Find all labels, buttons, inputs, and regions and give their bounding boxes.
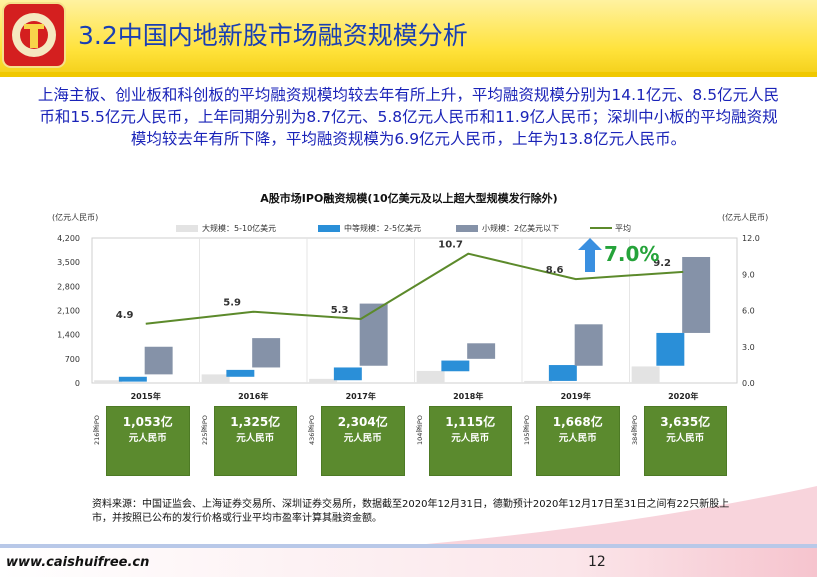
total-tile: 1,053亿 元人民币	[106, 406, 190, 476]
intro-paragraph: 上海主板、创业板和科创板的平均融资规模均较去年有所上升，平均融资规模分别为14.…	[37, 86, 780, 148]
total-unit: 元人民币	[666, 433, 705, 444]
bar-medium	[226, 369, 255, 377]
bar-small	[574, 324, 603, 366]
website-link[interactable]: www.caishuifree.cn	[6, 555, 150, 570]
source-note: 资料来源：中国证监会、上海证券交易所、深圳证券交易所，数据截至2020年12月3…	[92, 499, 730, 524]
legend-label: 大规模：5-10亿美元	[202, 223, 276, 233]
bar-small	[144, 346, 173, 375]
logo-icon	[2, 2, 66, 68]
left-tick-label: 2,100	[57, 307, 80, 316]
total-value: 1,325亿	[230, 415, 281, 429]
ipo-count-label: 384家IPO	[630, 415, 639, 445]
growth-arrow-icon	[578, 238, 602, 272]
average-value-label: 10.7	[438, 240, 463, 251]
decorative-swoosh	[380, 486, 817, 548]
bar-large	[631, 366, 660, 383]
bar-medium	[548, 365, 577, 381]
total-tile: 2,304亿 元人民币	[321, 406, 405, 476]
category-label: 2015年	[131, 391, 161, 401]
total-tile: 1,115亿 元人民币	[428, 406, 512, 476]
left-tick-label: 2,800	[57, 282, 80, 291]
right-tick-label: 0.0	[742, 379, 755, 388]
total-tile: 1,325亿 元人民币	[213, 406, 297, 476]
total-value: 1,115亿	[445, 415, 496, 429]
page-number: 12	[588, 554, 606, 570]
category-label: 2020年	[668, 391, 698, 401]
ipo-count-label: 216家IPO	[93, 415, 101, 445]
category-label: 2018年	[453, 391, 483, 401]
bar-large	[416, 370, 445, 383]
legend-label: 小规模：2亿美元以下	[482, 223, 559, 233]
average-line	[145, 252, 684, 325]
right-axis-unit: (亿元人民币)	[722, 212, 768, 222]
bar-medium	[441, 360, 470, 372]
total-unit: 元人民币	[236, 433, 275, 444]
chart-title: A股市场IPO融资规模(10亿美元及以上超大型规模发行除外)	[260, 191, 557, 205]
bar-large	[524, 380, 553, 383]
title-bar	[0, 0, 817, 72]
ipo-count-label: 104家IPO	[415, 415, 424, 445]
total-tile: 1,668亿 元人民币	[536, 406, 620, 476]
ipo-count-label: 195家IPO	[523, 415, 531, 445]
ipo-count-label: 225家IPO	[200, 415, 209, 445]
bar-small	[252, 338, 281, 368]
total-value: 1,053亿	[122, 415, 173, 429]
average-value-label: 5.9	[223, 298, 241, 309]
category-label: 2016年	[238, 391, 268, 401]
right-tick-label: 12.0	[742, 234, 760, 243]
left-axis-unit: (亿元人民币)	[52, 212, 98, 222]
bar-small	[682, 256, 711, 333]
left-tick-label: 3,500	[57, 258, 80, 267]
title-stripe	[0, 72, 817, 77]
right-tick-label: 3.0	[742, 343, 755, 352]
bar-medium	[333, 367, 362, 381]
slide-title: 3.2中国内地新股市场融资规模分析	[78, 21, 468, 50]
bar-small	[467, 343, 496, 359]
category-label: 2017年	[346, 391, 376, 401]
total-value: 2,304亿	[337, 415, 388, 429]
bar-medium	[656, 332, 685, 366]
ipo-count-label: 436家IPO	[308, 415, 316, 445]
left-tick-label: 1,400	[57, 331, 80, 340]
growth-percentage: 7.0%	[604, 242, 660, 266]
total-unit: 元人民币	[451, 433, 490, 444]
footer-bar	[0, 548, 817, 577]
average-value-label: 9.2	[653, 258, 671, 269]
legend-label: 中等规模：2-5亿美元	[344, 223, 421, 233]
legend-label: 平均	[615, 223, 631, 233]
left-tick-label: 4,200	[57, 234, 80, 243]
right-tick-label: 6.0	[742, 307, 755, 316]
total-value: 3,635亿	[660, 415, 711, 429]
legend-swatch	[318, 225, 340, 232]
legend-swatch	[456, 225, 478, 232]
ipo-financing-chart: A股市场IPO融资规模(10亿美元及以上超大型规模发行除外) (亿元人民币) (亿元…	[52, 191, 768, 401]
left-tick-label: 0	[75, 379, 80, 388]
total-unit: 元人民币	[343, 433, 382, 444]
bar-large	[309, 378, 338, 383]
average-value-label: 5.3	[331, 305, 349, 316]
legend-swatch	[176, 225, 198, 232]
left-tick-label: 700	[65, 355, 80, 364]
total-value: 1,668亿	[552, 415, 603, 429]
bar-medium	[118, 376, 147, 382]
footer-stripe	[0, 544, 817, 548]
average-value-label: 8.6	[546, 265, 564, 276]
average-value-label: 4.9	[116, 310, 134, 321]
right-tick-label: 9.0	[742, 270, 755, 279]
bar-large	[94, 380, 123, 383]
bar-small	[359, 303, 388, 366]
bar-large	[201, 374, 230, 383]
category-label: 2019年	[561, 391, 591, 401]
total-unit: 元人民币	[558, 433, 597, 444]
total-unit: 元人民币	[128, 433, 167, 444]
total-tile: 3,635亿 元人民币	[643, 406, 727, 476]
